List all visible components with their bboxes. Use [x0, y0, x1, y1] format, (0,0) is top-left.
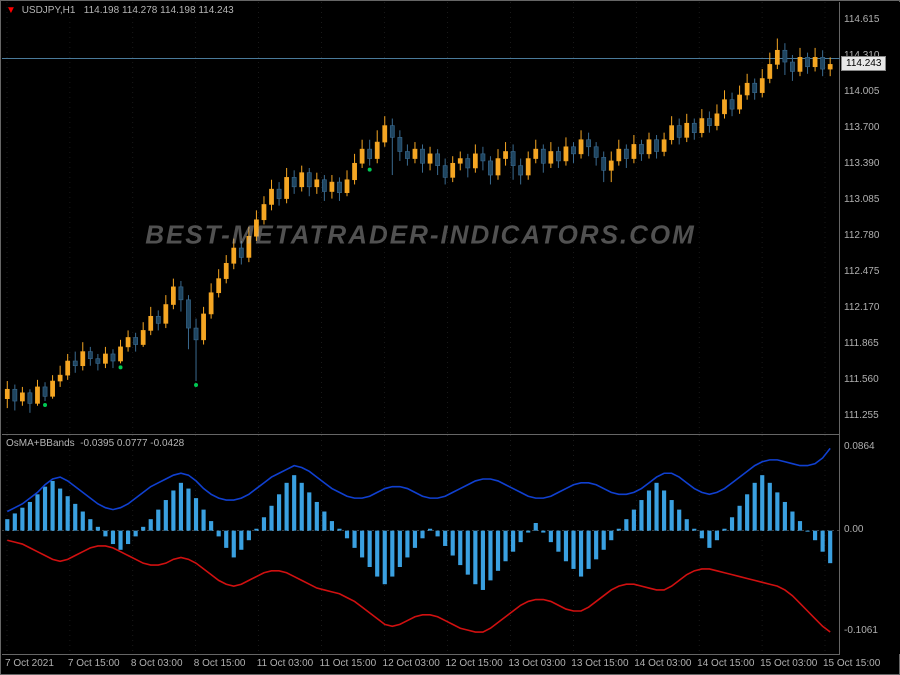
time-tick: 13 Oct 15:00	[571, 658, 628, 669]
price-tick: 113.700	[844, 122, 879, 133]
price-chart-panel[interactable]: ▼ USDJPY,H1 114.198 114.278 114.198 114.…	[2, 2, 840, 434]
indicator-name: OsMA+BBands	[6, 438, 75, 449]
time-tick: 13 Oct 03:00	[508, 658, 565, 669]
price-tick: 113.085	[844, 194, 879, 205]
triangle-down-icon: ▼	[6, 5, 16, 16]
indicator-tick: -0.1061	[844, 625, 878, 636]
price-tick: 111.255	[844, 410, 879, 421]
indicator-panel[interactable]: OsMA+BBands -0.0395 0.0777 -0.0428	[2, 434, 840, 654]
indicator-y-axis: 0.0864 0.00 -0.1061	[840, 434, 900, 654]
symbol-text: USDJPY,H1	[22, 5, 76, 16]
price-tick: 113.390	[844, 158, 879, 169]
symbol-label: ▼ USDJPY,H1 114.198 114.278 114.198 114.…	[6, 5, 234, 16]
price-tick: 111.865	[844, 338, 879, 349]
price-tick: 112.170	[844, 302, 879, 313]
ohlc-text: 114.198 114.278 114.198 114.243	[84, 5, 234, 16]
time-tick: 14 Oct 15:00	[697, 658, 754, 669]
time-tick: 15 Oct 03:00	[760, 658, 817, 669]
indicator-tick: 0.00	[844, 524, 863, 535]
chart-container: ▼ USDJPY,H1 114.198 114.278 114.198 114.…	[0, 0, 900, 675]
price-tick: 111.560	[844, 374, 879, 385]
price-tick: 114.615	[844, 14, 879, 25]
price-tick: 112.475	[844, 266, 879, 277]
price-y-axis: 114.615114.310114.005113.700113.390113.0…	[840, 2, 900, 434]
time-tick: 12 Oct 15:00	[445, 658, 502, 669]
time-tick: 7 Oct 2021	[5, 658, 54, 669]
time-tick: 15 Oct 15:00	[823, 658, 880, 669]
price-tick: 114.005	[844, 86, 879, 97]
time-tick: 11 Oct 03:00	[257, 658, 314, 669]
time-tick: 8 Oct 03:00	[131, 658, 183, 669]
time-tick: 14 Oct 03:00	[634, 658, 691, 669]
indicator-svg	[2, 435, 840, 655]
time-tick: 7 Oct 15:00	[68, 658, 120, 669]
time-x-axis: 7 Oct 2021 7 Oct 15:00 8 Oct 03:00 8 Oct 15…	[2, 654, 840, 674]
time-tick: 8 Oct 15:00	[194, 658, 246, 669]
current-price-box: 114.243	[841, 56, 886, 71]
time-tick: 12 Oct 03:00	[383, 658, 440, 669]
price-chart-svg	[2, 2, 840, 434]
time-tick: 11 Oct 15:00	[320, 658, 377, 669]
price-tick: 112.780	[844, 230, 879, 241]
indicator-values: -0.0395 0.0777 -0.0428	[80, 438, 184, 449]
indicator-tick: 0.0864	[844, 441, 875, 452]
indicator-label: OsMA+BBands -0.0395 0.0777 -0.0428	[6, 438, 184, 449]
